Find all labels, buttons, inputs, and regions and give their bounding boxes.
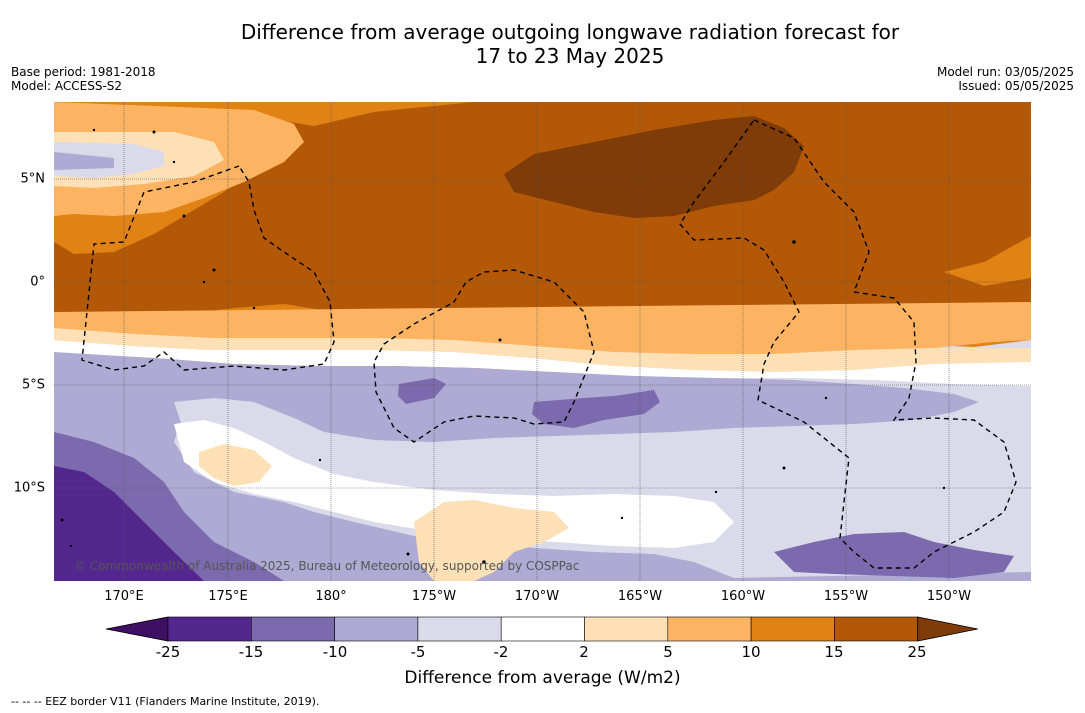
lon-label-180: 180° — [315, 589, 347, 604]
band-2-5-equator — [54, 328, 1031, 372]
lon-label-160w: 160°W — [720, 589, 766, 604]
eez-footnote: -- -- -- EEZ border V11 (Flanders Marine… — [11, 695, 320, 708]
band-gt25-north — [504, 116, 804, 218]
anomaly-map — [54, 102, 1031, 581]
lat-label-5n: 5°N — [20, 171, 46, 187]
title-line-1: Difference from average outgoing longwav… — [240, 20, 900, 44]
cb-segment — [417, 616, 502, 642]
colorbar-title: Difference from average (W/m2) — [404, 668, 681, 688]
band-neg2-2-southcentral — [174, 420, 734, 548]
eez-borders — [81, 119, 1017, 569]
cb-segment — [750, 616, 835, 642]
meta-right: Model run: 03/05/2025 Issued: 05/05/2025 — [937, 65, 1074, 93]
cb-segment — [500, 616, 585, 642]
lon-label-155w: 155°W — [823, 589, 869, 604]
band-neg5-neg10-south — [54, 352, 1031, 581]
band-2-5-patch2 — [414, 500, 569, 581]
lon-label-175w: 175°W — [411, 589, 457, 604]
cb-tick-10: 10 — [741, 643, 761, 661]
cb-segment — [834, 616, 919, 642]
band-neg2-2-equator — [54, 340, 1031, 386]
cb-tick-neg2: -2 — [493, 643, 509, 661]
cb-arrow-high — [917, 616, 978, 642]
cb-tick-neg15: -15 — [238, 643, 264, 661]
lon-label-165w: 165°W — [617, 589, 663, 604]
band-5-10-equator-south — [54, 302, 1031, 352]
lat-label-0: 0° — [30, 274, 45, 290]
model-name: Model: ACCESS-S2 — [11, 79, 123, 93]
cb-segment — [167, 616, 252, 642]
model-run: Model run: 03/05/2025 — [936, 65, 1074, 79]
band-neg15-neg25-south — [54, 466, 204, 581]
band-2-5-patch1 — [199, 444, 272, 486]
cb-segment — [334, 616, 419, 642]
cb-tick-neg5: -5 — [410, 643, 426, 661]
cb-tick-15: 15 — [824, 643, 844, 661]
cb-tick-5: 5 — [663, 643, 673, 661]
cb-tick-25: 25 — [907, 643, 927, 661]
cb-segment — [667, 616, 752, 642]
copyright-notice: © Commonwealth of Australia 2025, Bureau… — [74, 559, 580, 573]
lat-label-5s: 5°S — [21, 377, 45, 393]
lon-label-175e: 175°E — [208, 589, 248, 604]
title-line-2: 17 to 23 May 2025 — [475, 44, 665, 68]
map-title: Difference from average outgoing longwav… — [0, 20, 1085, 68]
graticule — [54, 102, 1031, 581]
cb-segment — [584, 616, 669, 642]
cb-tick-2: 2 — [579, 643, 589, 661]
meta-left: Base period: 1981-2018 Model: ACCESS-S2 — [11, 65, 156, 93]
cb-tick-neg10: -10 — [322, 643, 348, 661]
lon-label-150w: 150°W — [926, 589, 972, 604]
band-neg10-neg15-patch2 — [532, 390, 660, 428]
colorbar — [106, 616, 978, 642]
cb-arrow-low — [106, 616, 169, 642]
band-neg5-neg10-northwest — [54, 152, 114, 170]
band-neg10-neg15-east — [774, 532, 1014, 578]
lat-label-10s: 10°S — [13, 480, 45, 496]
base-period: Base period: 1981-2018 — [11, 65, 156, 79]
lon-label-170w: 170°W — [514, 589, 560, 604]
islands — [60, 128, 946, 564]
cb-segment — [251, 616, 335, 642]
lon-label-170e: 170°E — [104, 589, 144, 604]
cb-tick-neg25: -25 — [155, 643, 181, 661]
issued-date: Issued: 05/05/2025 — [958, 79, 1074, 93]
